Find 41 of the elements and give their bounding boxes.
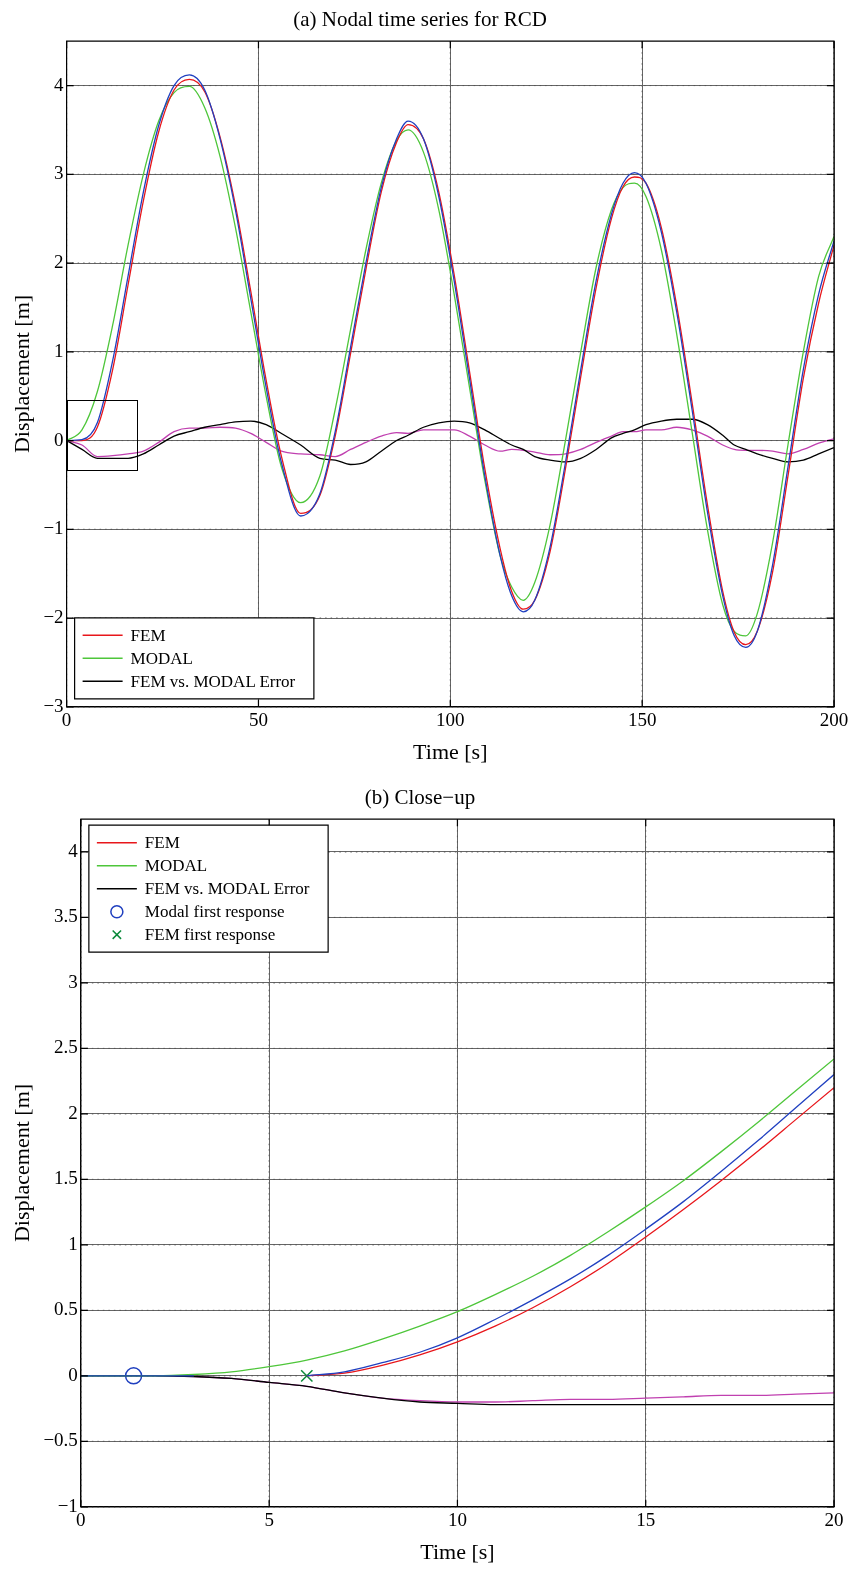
y-tick-label: −3 <box>43 694 64 716</box>
x-tick-label: 20 <box>824 1509 844 1531</box>
chart-title: (b) Close−up <box>364 785 476 810</box>
x-tick-label: 100 <box>436 709 465 731</box>
legend-label: FEM vs. MODAL Error <box>130 671 296 691</box>
y-tick-label: 0 <box>68 1363 78 1385</box>
y-tick-label: −1 <box>57 1494 78 1516</box>
y-axis-title: Displacement [m] <box>8 1083 34 1243</box>
x-tick-label: 150 <box>627 709 657 731</box>
y-tick-label: −2 <box>43 606 64 628</box>
legend-label: Modal first response <box>144 902 285 922</box>
x-axis-title: Time [s] <box>420 1538 495 1564</box>
y-tick-label: 2.5 <box>54 1036 78 1058</box>
x-tick-label: 200 <box>819 709 849 731</box>
x-tick-label: 50 <box>248 709 268 731</box>
legend-label: FEM vs. MODAL Error <box>144 879 310 899</box>
y-tick-label: 1 <box>54 339 64 361</box>
x-tick-label: 15 <box>636 1509 656 1531</box>
y-tick-label: −1 <box>43 517 64 539</box>
x-axis-title: Time [s] <box>413 738 488 764</box>
legend-label: FEM <box>144 833 180 853</box>
x-tick-label: 10 <box>447 1509 467 1531</box>
y-tick-label: 1 <box>68 1232 78 1254</box>
y-tick-label: 0.5 <box>54 1298 78 1320</box>
y-tick-label: 2 <box>54 251 64 273</box>
legend-label: FEM first response <box>144 925 276 945</box>
legend-label: MODAL <box>144 856 208 876</box>
y-tick-label: 3 <box>54 162 64 184</box>
x-tick-label: 5 <box>264 1509 274 1531</box>
y-tick-label: 1.5 <box>54 1167 78 1189</box>
y-tick-label: 3 <box>68 970 78 992</box>
legend-label: FEM <box>130 625 166 645</box>
y-axis-title: Displacement [m] <box>8 294 34 454</box>
legend-label: MODAL <box>130 648 193 668</box>
y-tick-label: 4 <box>54 73 65 95</box>
y-tick-label: 0 <box>54 428 64 450</box>
chart-title: (a) Nodal time series for RCD <box>293 7 547 32</box>
y-tick-label: 2 <box>68 1101 78 1123</box>
y-tick-label: 3.5 <box>54 905 78 927</box>
y-tick-label: 4 <box>68 839 79 861</box>
y-tick-label: −0.5 <box>43 1429 78 1451</box>
